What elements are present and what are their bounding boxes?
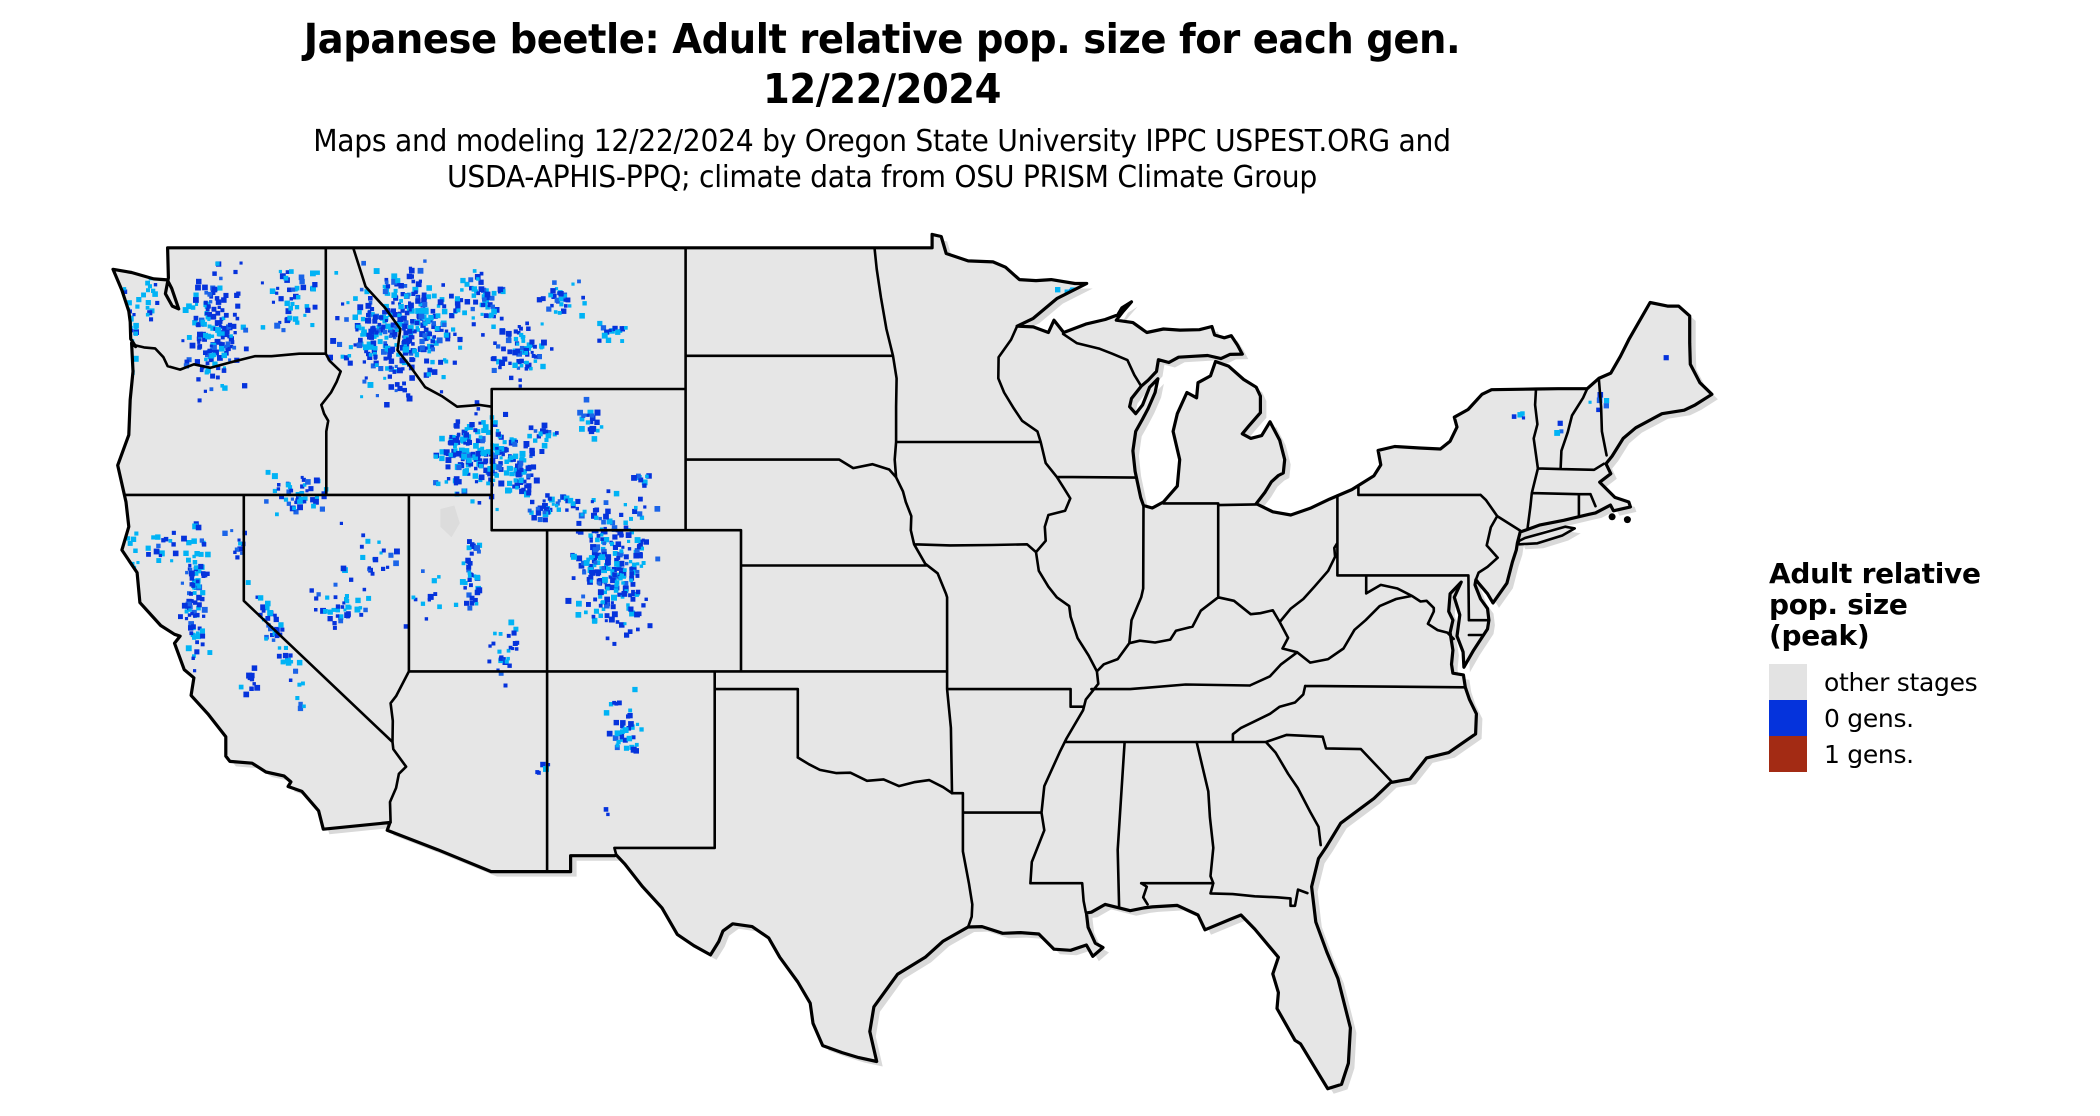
header: Japanese beetle: Adult relative pop. siz… bbox=[53, 14, 1711, 196]
legend-label: 0 gens. bbox=[1824, 703, 1914, 733]
legend-item-2: 1 gens. bbox=[1769, 736, 1981, 772]
legend-swatch bbox=[1769, 700, 1807, 736]
legend-label: other stages bbox=[1824, 667, 1978, 697]
legend-items: other stages 0 gens. 1 gens. bbox=[1769, 664, 1981, 772]
page-title-line2: 12/22/2024 bbox=[763, 65, 1001, 113]
legend-title: Adult relative pop. size (peak) bbox=[1769, 558, 1981, 651]
subtitle-line1: Maps and modeling 12/22/2024 by Oregon S… bbox=[313, 124, 1451, 159]
legend-label: 1 gens. bbox=[1824, 739, 1914, 769]
legend-item-0: other stages bbox=[1769, 664, 1981, 700]
subtitle-line2: USDA-APHIS-PPQ; climate data from OSU PR… bbox=[447, 160, 1317, 195]
legend-swatch bbox=[1769, 736, 1807, 772]
legend: Adult relative pop. size (peak) other st… bbox=[1769, 558, 1981, 772]
legend-swatch bbox=[1769, 664, 1807, 700]
legend-title-line2: pop. size bbox=[1769, 588, 1908, 621]
subtitle: Maps and modeling 12/22/2024 by Oregon S… bbox=[53, 124, 1711, 196]
legend-title-line3: (peak) bbox=[1769, 619, 1870, 652]
legend-item-1: 0 gens. bbox=[1769, 700, 1981, 736]
page-title-line1: Japanese beetle: Adult relative pop. siz… bbox=[303, 15, 1461, 63]
legend-title-line1: Adult relative bbox=[1769, 557, 1981, 590]
